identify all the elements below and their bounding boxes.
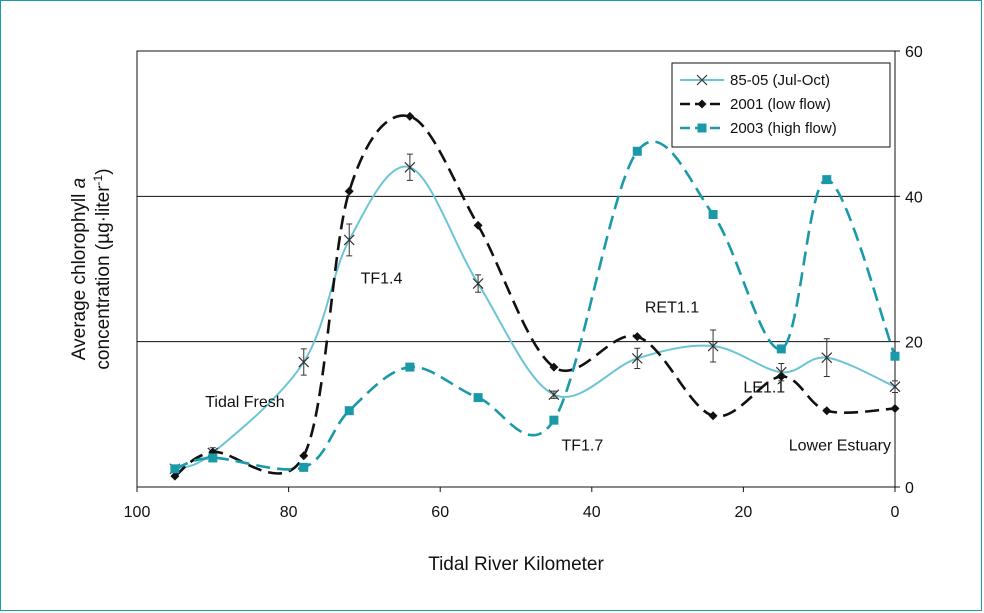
data-point xyxy=(708,210,718,219)
data-point xyxy=(170,471,180,481)
legend-entry: 2003 (high flow) xyxy=(730,120,837,137)
plot-area xyxy=(136,50,896,488)
data-point xyxy=(776,344,786,354)
annotation-label: LE1.1 xyxy=(743,380,785,397)
data-point xyxy=(473,220,483,230)
series-layer xyxy=(169,111,901,481)
data-point xyxy=(170,464,180,474)
data-point xyxy=(632,146,642,156)
legend-box xyxy=(671,62,891,148)
data-point xyxy=(344,186,354,196)
data-point xyxy=(344,406,354,416)
series-0 xyxy=(169,153,901,475)
x-tick-label: 0 xyxy=(891,504,900,521)
x-tick-label: 100 xyxy=(124,504,151,521)
x-tick-label: 60 xyxy=(431,504,449,521)
y-axis-ticks: 0 20 40 60 xyxy=(895,44,923,497)
data-point xyxy=(707,340,719,352)
x-tick-label: 20 xyxy=(735,504,753,521)
series-line-2 xyxy=(174,140,897,471)
series-1 xyxy=(170,111,900,481)
x-tick-label: 40 xyxy=(583,504,601,521)
data-point xyxy=(405,111,415,121)
annotation-label: Tidal Fresh xyxy=(205,394,284,411)
data-point xyxy=(890,404,900,414)
y-tick-label: 20 xyxy=(905,335,923,352)
data-point xyxy=(405,362,415,372)
y-tick-label: 0 xyxy=(905,480,914,497)
x-axis-title: Tidal River Kilometer xyxy=(428,554,604,575)
data-point xyxy=(890,351,900,361)
legend-marker xyxy=(697,99,707,109)
data-point xyxy=(208,453,218,463)
data-point xyxy=(343,234,355,246)
y-axis-title: Average chlorophyll a concentration (µg·… xyxy=(69,168,114,369)
y-tick-label: 60 xyxy=(905,44,923,61)
data-point xyxy=(299,462,309,472)
data-point xyxy=(298,356,310,368)
data-point xyxy=(473,393,483,403)
annotation-label: RET1.1 xyxy=(645,300,699,317)
data-point xyxy=(822,406,832,416)
series-2 xyxy=(170,140,900,474)
data-point xyxy=(632,332,642,342)
legend-marker xyxy=(696,74,708,86)
y-axis-title-line1: Average chlorophyll a xyxy=(69,178,90,360)
data-point xyxy=(822,175,832,185)
data-point xyxy=(404,161,416,173)
legend-entry: 85-05 (Jul-Oct) xyxy=(730,72,830,89)
legend-marker xyxy=(697,123,707,133)
data-point xyxy=(548,389,560,401)
data-point xyxy=(776,372,786,382)
annotation-label: TF1.7 xyxy=(561,438,603,455)
legend: 85-05 (Jul-Oct) 2001 (low flow) 2003 (high… xyxy=(671,62,891,148)
x-axis-ticks: 100 80 60 40 20 0 xyxy=(124,487,900,521)
data-point xyxy=(821,352,833,364)
data-point xyxy=(889,381,901,393)
data-point xyxy=(472,278,484,289)
series-line-1 xyxy=(174,114,896,478)
annotation-label: TF1.4 xyxy=(361,271,403,288)
data-point xyxy=(299,451,309,461)
data-point xyxy=(549,415,559,425)
y-axis-title-line2: concentration (µg·liter-1) xyxy=(91,168,114,369)
data-point xyxy=(708,411,718,421)
y-tick-label: 40 xyxy=(905,189,923,206)
legend-entry: 2001 (low flow) xyxy=(730,96,831,113)
data-point xyxy=(549,362,559,372)
series-line-0 xyxy=(174,165,896,470)
gridlines xyxy=(137,195,895,343)
x-tick-label: 80 xyxy=(280,504,298,521)
data-point xyxy=(631,352,643,364)
annotations: Tidal Fresh TF1.4 TF1.7 RET1.1 LE1.1 Lower Es… xyxy=(205,271,891,455)
annotation-label: Lower Estuary xyxy=(789,438,891,455)
